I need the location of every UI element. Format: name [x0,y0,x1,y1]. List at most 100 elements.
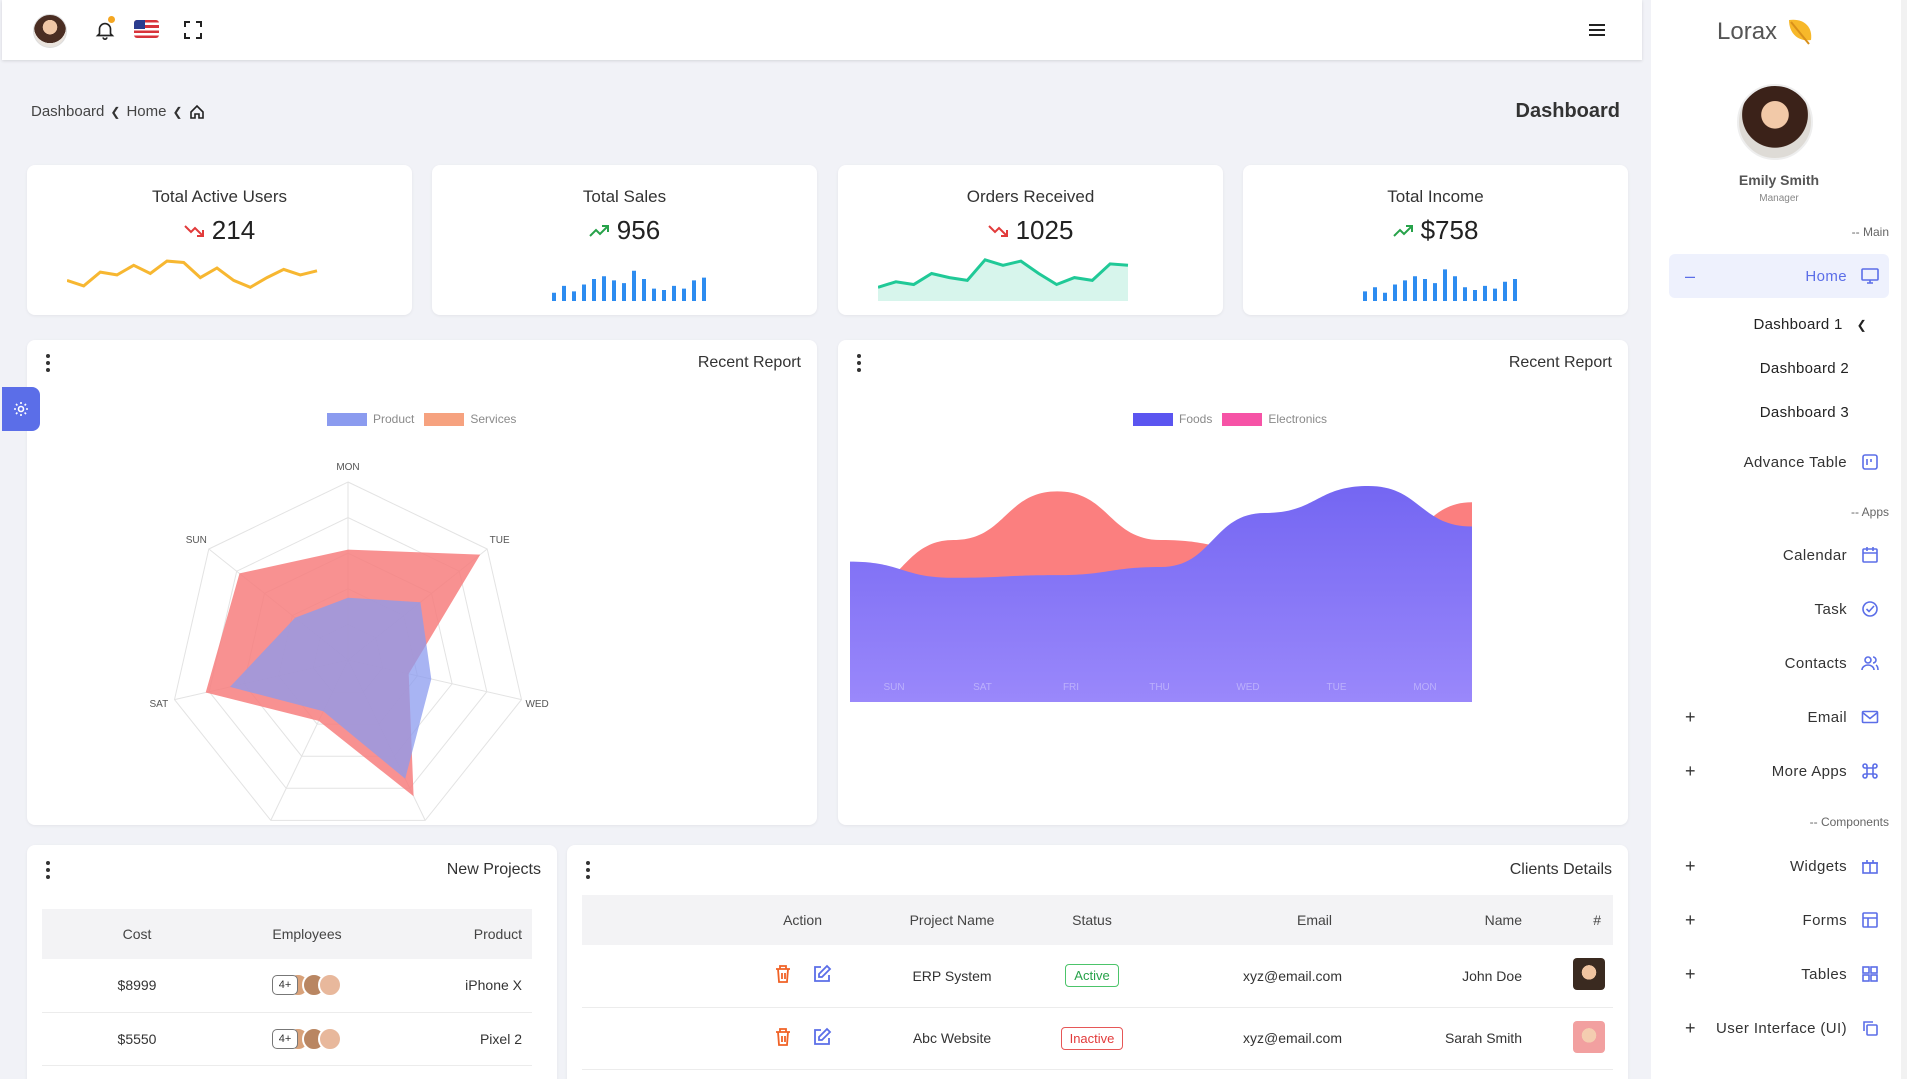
more-employees-badge[interactable]: 4+ [272,975,298,996]
sidebar-item-tables[interactable]: + Tables [1669,952,1889,996]
spark-bar [672,285,676,301]
card-menu-icon[interactable] [856,354,862,372]
edit-icon[interactable] [812,964,832,984]
breadcrumb-separator: ❮ [110,104,121,119]
sidebar-scrollbar[interactable] [1901,0,1907,1079]
card-menu-icon[interactable] [45,354,51,372]
trend-down-icon [184,224,204,237]
area-x-tick-label: MON [1413,682,1436,693]
spark-bar [1463,287,1467,301]
status-badge: Inactive [1060,1026,1124,1050]
spark-bar [662,290,666,301]
sidebar-item-user-interface[interactable]: + User Interface (UI) [1669,1006,1889,1050]
delete-icon[interactable] [774,1027,792,1047]
brand-logo[interactable]: Lorax [1717,16,1815,48]
table-row[interactable]: $5550 4+ Pixel 2 [42,1012,532,1066]
page-title: Dashboard [1515,100,1620,122]
col-employees[interactable]: Employees [232,909,382,959]
radar-grid-ring [173,481,523,821]
hamburger-menu-icon[interactable] [1588,22,1606,38]
sidebar-item-dashboard-2[interactable]: Dashboard 2 [1759,360,1849,377]
stat-card-income: Total Income $758 [1243,165,1628,315]
sidebar-item-calendar[interactable]: Calendar [1669,533,1889,577]
edit-icon[interactable] [812,1027,832,1047]
main-content: Dashboard ❮ Home ❮ Dashboard Total Activ… [2,60,1642,1079]
section-components: -- Components [1809,815,1889,829]
spark-bar [692,280,696,301]
sidebar-item-email[interactable]: + Email [1669,695,1889,739]
project-cell: Abc Website [872,1007,1032,1070]
spark-bar [1453,276,1457,301]
breadcrumb-separator: ❮ [172,104,183,119]
email-cell[interactable]: xyz@email.com [1152,945,1352,1008]
chevron-left-icon: ❮ [1856,317,1867,332]
legend-foods[interactable]: Foods [1133,412,1212,427]
spark-bar [1443,269,1447,301]
sidebar-item-contacts[interactable]: Contacts [1669,641,1889,685]
table-row[interactable]: ERP System Active xyz@email.com John Doe [582,945,1613,1008]
sidebar-item-more-apps[interactable]: + More Apps [1669,749,1889,793]
bell-icon[interactable] [94,18,116,42]
col-project-name[interactable]: Project Name [872,895,1032,945]
user-avatar[interactable] [33,14,67,48]
spark-bar [1413,276,1417,301]
table-icon [1862,454,1878,470]
table-row[interactable]: Abc Website Inactive xyz@email.com Sarah… [582,1007,1613,1070]
collapse-icon: – [1685,265,1696,286]
spark-bar [652,288,656,301]
home-icon[interactable] [189,104,205,120]
delete-icon[interactable] [774,964,792,984]
col-email[interactable]: Email [1152,895,1352,945]
spark-bar [602,276,606,301]
area-x-tick-label: FRI [1063,682,1079,693]
spark-bar [632,270,636,301]
sidebar-item-advance-table[interactable]: Advance Table [1669,440,1889,484]
sidebar-item-dashboard-3[interactable]: Dashboard 3 [1759,404,1849,421]
sidebar-item-dashboard-1[interactable]: Dashboard 1 ❮ [1753,316,1867,333]
legend-product[interactable]: Product [327,412,414,427]
spark-bar [1393,284,1397,301]
radar-report-card: Recent Report Product Services MON TUE WED… [27,340,817,825]
more-employees-badge[interactable]: 4+ [272,1028,298,1049]
card-title: Clients Details [1509,861,1612,878]
spark-bar [1363,291,1367,301]
spark-users [67,259,318,289]
card-menu-icon[interactable] [585,861,591,879]
name-cell: Sarah Smith [1352,1007,1552,1070]
legend-electronics[interactable]: Electronics [1222,412,1327,427]
employee-avatar [318,973,342,998]
us-flag-icon[interactable] [134,20,159,38]
col-index[interactable]: # [1552,895,1613,945]
settings-toggle[interactable] [2,387,40,431]
area-x-tick-label: TUE [1327,682,1347,693]
fullscreen-icon[interactable] [184,21,202,39]
sidebar-item-task[interactable]: Task [1669,587,1889,631]
col-action[interactable]: Action [582,895,872,945]
spark-bar [1483,285,1487,301]
table-row[interactable]: $8999 4+ iPhone X [42,959,532,1013]
col-name[interactable]: Name [1352,895,1552,945]
breadcrumb-home[interactable]: Home [126,103,167,120]
email-cell[interactable]: xyz@email.com [1152,1007,1352,1070]
breadcrumb-dashboard[interactable]: Dashboard [31,103,105,120]
brand-name: Lorax [1717,18,1778,45]
users-icon [1861,656,1879,671]
legend-services[interactable]: Services [424,412,516,427]
spark-bar [1503,281,1507,301]
sidebar-item-forms[interactable]: + Forms [1669,898,1889,942]
clients-details-card: Clients Details Action Project Name Stat… [567,845,1628,1079]
profile-avatar[interactable] [1737,84,1813,160]
status-badge: Active [1065,964,1119,988]
col-product[interactable]: Product [382,909,532,959]
card-menu-icon[interactable] [45,861,51,879]
area-legend: Foods Electronics [1133,412,1327,427]
spark-bar [702,277,706,301]
radar-grid-ring [208,517,488,789]
action-cell [582,1007,872,1070]
col-cost[interactable]: Cost [42,909,232,959]
expand-icon: + [1685,963,1696,984]
leaf-logo-icon [1789,19,1812,45]
sidebar-item-home[interactable]: – Home [1669,254,1889,298]
col-status[interactable]: Status [1032,895,1152,945]
sidebar-item-widgets[interactable]: + Widgets [1669,844,1889,888]
